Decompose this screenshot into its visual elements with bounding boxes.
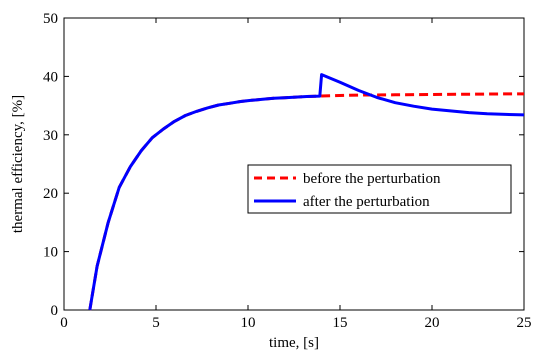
series-group [88,73,525,311]
x-axis-title: time, [s] [269,335,319,350]
y-tick-label: 20 [43,186,58,202]
y-tick-label: 40 [43,69,58,85]
plot-area [63,17,525,311]
x-tick-label: 15 [333,315,348,331]
legend-label-before: before the perturbation [303,171,441,187]
legend-box [247,164,512,214]
ticks-group: 0 5 10 15 20 25 0 10 20 30 40 50 [43,11,532,331]
y-tick-label: 10 [43,245,58,261]
y-axis-title: thermal efficiency, [%] [10,95,26,233]
y-tick-label: 0 [51,303,59,319]
y-tick-label: 30 [43,128,58,144]
x-tick-label: 20 [425,315,440,331]
series-line-after [88,73,525,311]
legend-label-after: after the perturbation [303,194,430,210]
legend: before the perturbation after the pertur… [247,164,512,214]
x-tick-label: 25 [517,315,532,331]
x-tick-label: 0 [60,315,68,331]
y-tick-label: 50 [43,11,58,27]
x-tick-label: 5 [152,315,160,331]
x-tick-label: 10 [241,315,256,331]
